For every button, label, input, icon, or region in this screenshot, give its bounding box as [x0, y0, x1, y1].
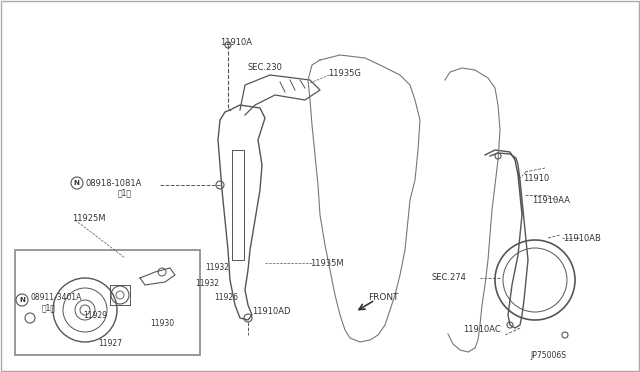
- Text: 11910AB: 11910AB: [563, 234, 601, 243]
- Text: 11910: 11910: [523, 173, 549, 183]
- Text: 11932: 11932: [205, 263, 229, 273]
- Text: （1）: （1）: [118, 189, 132, 198]
- Text: N: N: [19, 297, 25, 303]
- Text: SEC.274: SEC.274: [432, 273, 467, 282]
- Text: 08911-3401A: 08911-3401A: [30, 294, 81, 302]
- Text: 11910A: 11910A: [220, 38, 252, 46]
- Text: 11926: 11926: [214, 294, 238, 302]
- Text: 11910AA: 11910AA: [532, 196, 570, 205]
- Text: 11910AD: 11910AD: [252, 308, 291, 317]
- Text: SEC.230: SEC.230: [248, 62, 283, 71]
- Text: 11935M: 11935M: [310, 259, 344, 267]
- Text: N: N: [73, 180, 79, 186]
- Text: （1）: （1）: [42, 304, 56, 312]
- Text: 11927: 11927: [98, 339, 122, 347]
- Text: 11925M: 11925M: [72, 214, 106, 222]
- Text: 11930: 11930: [150, 318, 174, 327]
- Text: 11935G: 11935G: [328, 68, 361, 77]
- Text: 11929: 11929: [83, 311, 107, 320]
- Bar: [15, 250, 200, 355]
- Text: JP75006S: JP75006S: [530, 350, 566, 359]
- Text: 08918-1081A: 08918-1081A: [85, 179, 141, 187]
- Text: 11932: 11932: [195, 279, 219, 288]
- Text: FRONT: FRONT: [368, 292, 399, 301]
- Text: 11910AC: 11910AC: [463, 326, 500, 334]
